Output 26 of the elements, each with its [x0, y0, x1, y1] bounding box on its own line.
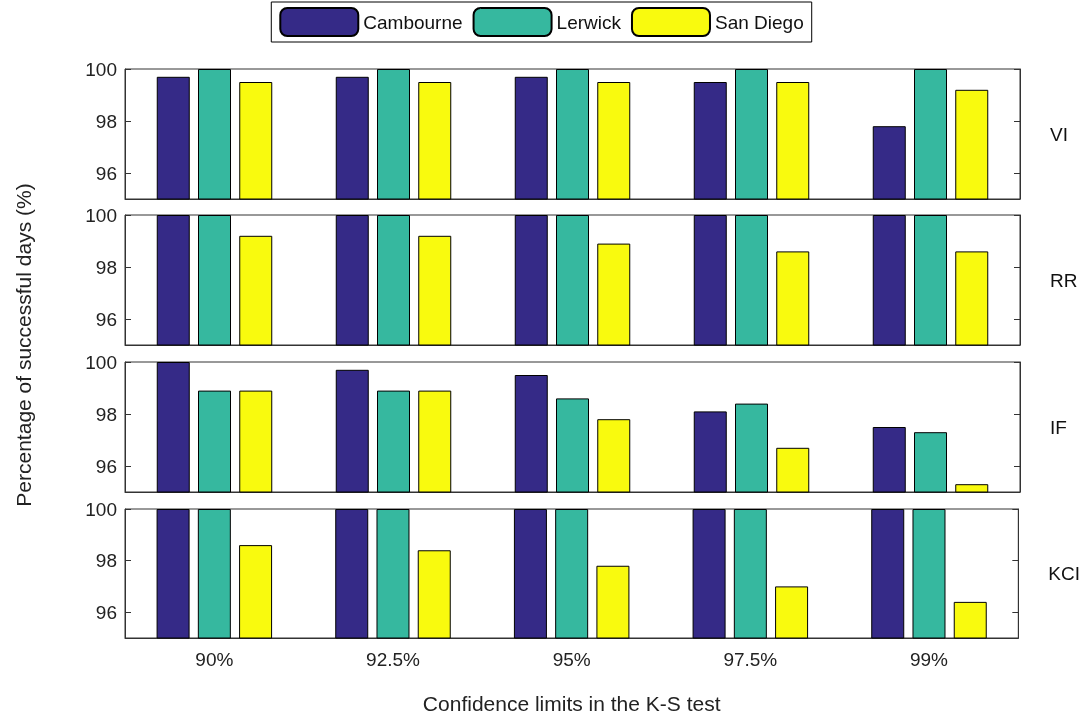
- y-tick-label: 98: [95, 110, 117, 132]
- x-tick-label: 92.5%: [366, 649, 421, 670]
- x-tick-label: 97.5%: [723, 649, 778, 670]
- y-tick-label: 100: [85, 498, 117, 520]
- y-tick-label: 98: [95, 403, 117, 425]
- legend-label: San Diego: [714, 11, 804, 33]
- y-tick-label: 98: [95, 550, 117, 572]
- y2-axis-title: RR: [1050, 269, 1078, 291]
- y-tick-label: 98: [95, 256, 117, 278]
- legend-label: Lerwick: [556, 11, 622, 33]
- legend-label: Cambourne: [363, 11, 463, 33]
- y-axis-title: Percentage of successful days (%): [12, 183, 36, 507]
- y-tick-label: 100: [85, 351, 117, 373]
- y-tick-label: 100: [85, 58, 117, 80]
- y-tick-label: 100: [85, 204, 117, 226]
- y-tick-label: 96: [95, 601, 117, 623]
- x-tick-label: 95%: [552, 649, 591, 670]
- y2-axis-title: KCI: [1048, 563, 1081, 584]
- x-axis-title: Confidence limits in the K-S test: [422, 692, 721, 715]
- y-tick-label: 96: [95, 162, 117, 184]
- x-tick-label: 99%: [909, 649, 949, 670]
- y2-axis-title: IF: [1050, 416, 1067, 438]
- y2-axis-title: VI: [1050, 123, 1068, 145]
- x-tick-label: 90%: [195, 649, 234, 670]
- y-tick-label: 96: [95, 455, 117, 477]
- y-tick-label: 96: [95, 308, 117, 330]
